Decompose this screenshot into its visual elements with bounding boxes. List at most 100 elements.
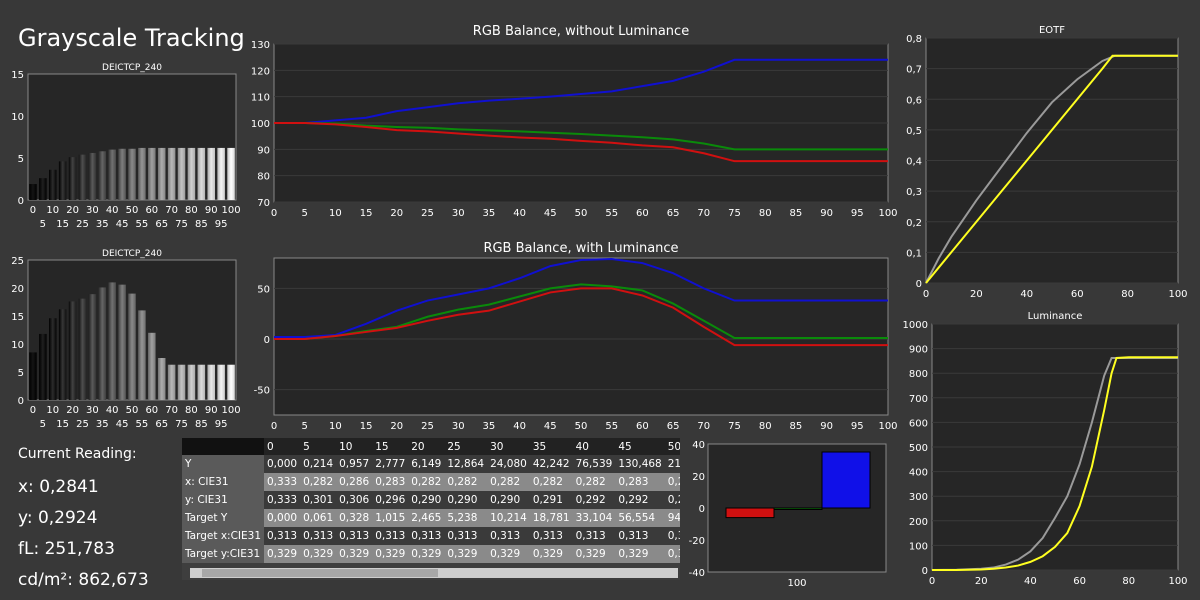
delta-e-bar bbox=[187, 147, 196, 200]
current-reading-panel: Current Reading: x: 0,2841 y: 0,2924 fL:… bbox=[18, 446, 188, 596]
scrollbar-thumb[interactable] bbox=[202, 569, 438, 577]
table-cell: 0,296 bbox=[372, 491, 409, 509]
x-tick-label: 60 bbox=[636, 421, 649, 432]
delta-e-bar bbox=[227, 364, 235, 400]
chart-title: DEICTCP_240 bbox=[102, 249, 162, 259]
x-tick-label: 50 bbox=[126, 205, 139, 216]
table-cell: 10,214 bbox=[487, 509, 530, 527]
table-cell: 0,329 bbox=[615, 545, 665, 563]
table-cell: 94,37 bbox=[664, 509, 680, 527]
x-tick-label: 75 bbox=[175, 219, 188, 230]
x-tick-label: 20 bbox=[390, 421, 403, 432]
measurement-table: 0 5 10 15 20 25 30 35 40 45 50 Y 0,000 0,214 0,957 2,7… bbox=[182, 438, 680, 563]
table-cell: 5,238 bbox=[444, 509, 488, 527]
delta-e-bar bbox=[148, 332, 156, 400]
y-tick-label: 110 bbox=[251, 93, 270, 104]
table-cell: 0,313 bbox=[664, 527, 680, 545]
x-tick-label: 0 bbox=[271, 421, 277, 432]
y-tick-label: 25 bbox=[11, 256, 24, 267]
table-cell: 12,864 bbox=[444, 455, 488, 473]
y-tick-label: 20 bbox=[692, 472, 705, 483]
x-tick-label: 65 bbox=[667, 208, 680, 219]
delta-e-bar bbox=[39, 178, 47, 200]
delta-e-bar bbox=[128, 293, 136, 400]
delta-e-bar bbox=[98, 151, 107, 200]
y-tick-label: 70 bbox=[257, 198, 270, 209]
x-tick-label: 55 bbox=[605, 208, 618, 219]
x-tick-label: 20 bbox=[66, 205, 79, 216]
rgb-bar bbox=[821, 451, 871, 509]
table-cell: 0,284 bbox=[664, 473, 680, 491]
table-cell: 130,468 bbox=[615, 455, 665, 473]
x-tick-label: 10 bbox=[46, 205, 59, 216]
table-cell: 56,554 bbox=[615, 509, 665, 527]
x-tick-label: 60 bbox=[1073, 576, 1086, 587]
table-cell: 0,290 bbox=[444, 491, 488, 509]
x-tick-label: 0 bbox=[271, 208, 277, 219]
table-corner-cell bbox=[182, 438, 264, 455]
y-tick-label: 40 bbox=[692, 440, 705, 451]
table-cell: 0,328 bbox=[336, 509, 373, 527]
y-tick-label: 0 bbox=[18, 196, 24, 207]
table-cell: 0,301 bbox=[300, 491, 337, 509]
x-tick-label: 100 bbox=[878, 421, 897, 432]
table-cell: 0,313 bbox=[572, 527, 616, 545]
table-row: Target x:CIE31 0,313 0,313 0,313 0,313 0,313 0… bbox=[182, 527, 680, 545]
x-tick-label: 45 bbox=[116, 419, 129, 430]
reading-y: y: 0,2924 bbox=[18, 508, 98, 528]
x-tick-label: 35 bbox=[483, 208, 496, 219]
x-tick-label: 15 bbox=[56, 219, 69, 230]
y-tick-label: 300 bbox=[909, 492, 928, 503]
y-tick-label: 0,5 bbox=[906, 126, 922, 137]
table-cell: 0,000 bbox=[264, 509, 301, 527]
table-cell: 0,306 bbox=[336, 491, 373, 509]
delta-e-bar bbox=[39, 333, 47, 400]
table-row: Target y:CIE31 0,329 0,329 0,329 0,329 0,329 0… bbox=[182, 545, 680, 563]
x-tick-label: 50 bbox=[575, 421, 588, 432]
y-tick-label: 5 bbox=[18, 154, 24, 165]
x-tick-label: 65 bbox=[155, 419, 168, 430]
column-header: 5 bbox=[300, 438, 337, 455]
x-tick-label: 15 bbox=[360, 208, 373, 219]
y-tick-label: 1000 bbox=[903, 320, 928, 331]
row-label: x: CIE31 bbox=[182, 473, 264, 491]
reading-cdm2: cd/m²: 862,673 bbox=[18, 570, 149, 590]
rgb-balance-bar-chart: -40 -20 0 20 40 100 bbox=[689, 440, 887, 589]
y-tick-label: 5 bbox=[18, 368, 24, 379]
x-tick-label: 100 bbox=[787, 578, 806, 589]
table-cell: 0,329 bbox=[408, 545, 445, 563]
table-cell: 0,292 bbox=[572, 491, 616, 509]
y-tick-label: 0 bbox=[922, 566, 928, 577]
x-tick-label: 90 bbox=[205, 405, 218, 416]
x-tick-label: 40 bbox=[513, 421, 526, 432]
table-cell: 0,290 bbox=[408, 491, 445, 509]
x-tick-label: 25 bbox=[76, 219, 89, 230]
delta-e-bar bbox=[227, 147, 235, 200]
table-horizontal-scrollbar[interactable] bbox=[190, 568, 678, 578]
series-line bbox=[274, 58, 888, 124]
delta-e-bar bbox=[187, 364, 196, 400]
delta-e-bar bbox=[128, 148, 136, 200]
y-tick-label: 20 bbox=[11, 284, 24, 295]
table-cell: 0,329 bbox=[487, 545, 530, 563]
delta-e-bar bbox=[78, 154, 87, 200]
x-tick-label: 80 bbox=[185, 405, 198, 416]
x-tick-label: 70 bbox=[165, 405, 178, 416]
table-cell: 33,104 bbox=[572, 509, 616, 527]
x-tick-label: 10 bbox=[329, 421, 342, 432]
delta-e-bar bbox=[217, 147, 225, 200]
x-tick-label: 75 bbox=[728, 208, 741, 219]
x-tick-label: 10 bbox=[46, 405, 59, 416]
table-row: Y 0,000 0,214 0,957 2,777 6,149 12,864 24,080 42… bbox=[182, 455, 680, 473]
x-tick-label: 100 bbox=[1168, 289, 1187, 300]
x-tick-label: 95 bbox=[215, 219, 228, 230]
delta-e-bar bbox=[78, 298, 87, 400]
x-tick-label: 80 bbox=[759, 421, 772, 432]
delta-e-bar bbox=[48, 318, 57, 400]
y-tick-label: 10 bbox=[11, 112, 24, 123]
x-tick-label: 30 bbox=[86, 205, 99, 216]
x-tick-label: 95 bbox=[215, 419, 228, 430]
table-cell: 0,000 bbox=[264, 455, 301, 473]
x-tick-label: 80 bbox=[759, 208, 772, 219]
